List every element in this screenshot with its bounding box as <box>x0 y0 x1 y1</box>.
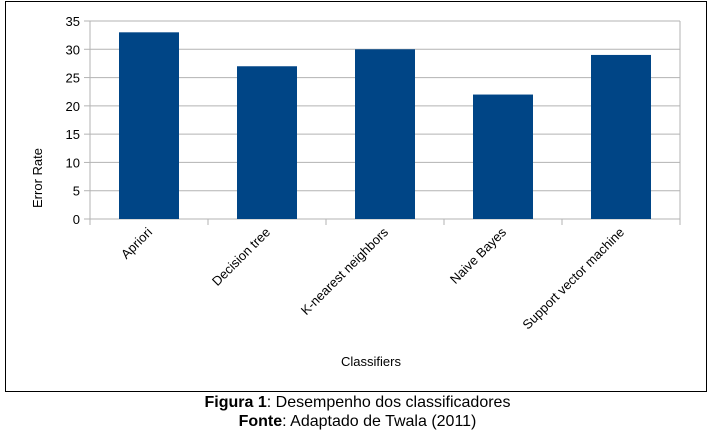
x-tick-label: K-nearest neighbors <box>298 224 392 318</box>
y-tick-label: 0 <box>73 212 80 227</box>
x-tick-label: Support vector machine <box>519 225 627 333</box>
bar <box>473 94 533 219</box>
y-tick-label: 30 <box>66 42 80 57</box>
source-text: : Adaptado de Twala (2011) <box>282 413 477 430</box>
bar <box>119 32 179 219</box>
y-tick-labels: 0 5 10 15 20 25 30 35 <box>66 14 80 227</box>
source-caption: Fonte: Adaptado de Twala (2011) <box>0 413 715 431</box>
bar-chart: 0 5 10 15 20 25 30 35 Apriori Decision tree K-nea… <box>30 14 681 369</box>
x-tick-label: Decision tree <box>209 225 273 289</box>
y-tick-label: 35 <box>66 14 80 29</box>
figure-label: Figura 1 <box>204 394 267 411</box>
x-tick-label: Apriori <box>118 224 155 261</box>
axes <box>84 20 681 225</box>
bar <box>355 49 415 220</box>
y-tick-label: 25 <box>66 71 80 86</box>
figure-text: : Desempenho dos classificadores <box>266 394 511 411</box>
y-tick-label: 20 <box>66 99 80 114</box>
y-axis-label: Error Rate <box>30 148 45 208</box>
bar <box>591 54 651 219</box>
x-axis-label: Classifiers <box>341 354 401 369</box>
source-label: Fonte <box>238 413 283 430</box>
bar <box>237 66 297 219</box>
figure-caption: Figura 1: Desempenho dos classificadores <box>0 394 715 412</box>
y-tick-label: 15 <box>66 127 80 142</box>
x-tick-label: Naive Bayes <box>447 224 510 287</box>
x-tick-labels: Apriori Decision tree K-nearest neighbors N… <box>118 224 627 332</box>
bars <box>119 32 651 220</box>
y-tick-label: 10 <box>66 155 80 170</box>
y-tick-label: 5 <box>73 184 80 199</box>
